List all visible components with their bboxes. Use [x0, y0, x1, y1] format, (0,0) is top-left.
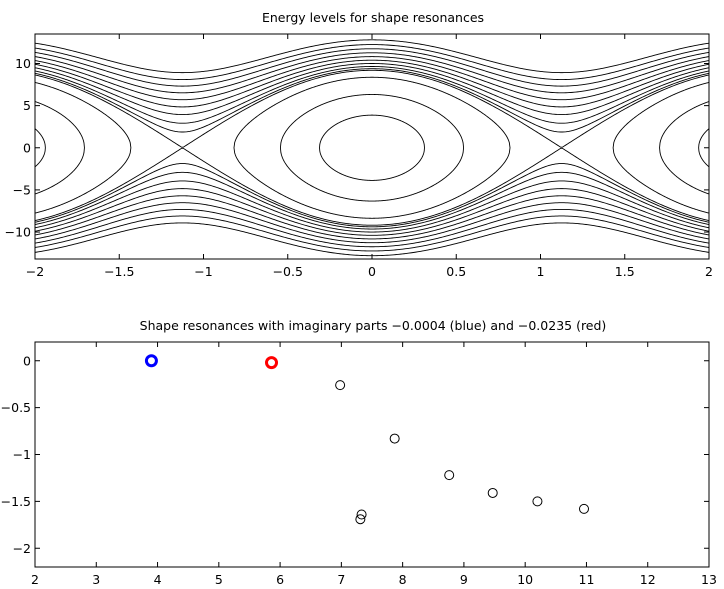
closed-energy-contour: [319, 114, 425, 181]
x-tick-label: 10: [517, 572, 533, 587]
closed-energy-contour: [35, 101, 85, 195]
energy-levels-panel: Energy levels for shape resonances −2 −1.…: [5, 10, 713, 279]
x-tick-label: 11: [579, 572, 595, 587]
x-tick-label: 3: [92, 572, 100, 587]
open-energy-contour: [35, 163, 709, 228]
y-tick-label: −10: [5, 225, 31, 240]
closed-energy-contour: [35, 81, 132, 214]
highlighted-resonance-point: [144, 354, 158, 368]
open-energy-contour: [35, 68, 709, 133]
x-tick-label: 7: [337, 572, 345, 587]
resonances-axes: [34, 341, 710, 568]
x-tick-label: 4: [154, 572, 162, 587]
open-energy-contour: [35, 44, 709, 81]
x-tick-label: 1: [537, 264, 545, 279]
x-tick-label: 9: [460, 572, 468, 587]
x-tick-label: 12: [640, 572, 656, 587]
y-tick-label: −5: [13, 182, 31, 197]
energy-levels-ticks: −2 −1.5 −1 −0.5 0 0.5 1 1.5 2 −10 −5 0 5 10: [5, 34, 713, 279]
x-tick-label: 8: [399, 572, 407, 587]
y-tick-label: −2: [13, 541, 31, 556]
x-tick-label: −2: [26, 264, 44, 279]
y-tick-label: 0: [23, 353, 31, 368]
open-energy-contour: [35, 208, 709, 248]
energy-levels-axes: [34, 33, 710, 260]
y-tick-label: −1: [13, 447, 31, 462]
x-tick-label: 6: [276, 572, 284, 587]
resonances-plot-area: [144, 354, 590, 525]
x-tick-label: 2: [31, 572, 39, 587]
highlighted-resonance-point: [265, 356, 279, 370]
y-tick-label: 10: [15, 56, 31, 71]
resonance-point: [532, 496, 543, 507]
open-energy-contour: [35, 202, 709, 244]
x-tick-label: 1.5: [615, 264, 635, 279]
y-tick-label: 5: [23, 98, 31, 113]
open-energy-contour: [35, 171, 709, 230]
energy-levels-title: Energy levels for shape resonances: [262, 10, 484, 25]
separatrix-contour: [35, 69, 709, 148]
open-energy-contour: [35, 188, 709, 236]
resonance-point: [579, 503, 590, 514]
resonance-point: [389, 433, 400, 444]
open-energy-contour: [35, 63, 709, 116]
resonances-panel: Shape resonances with imaginary parts −0…: [1, 318, 717, 587]
energy-levels-plot-area: [35, 39, 709, 257]
separatrix-contour: [35, 147, 709, 226]
closed-energy-contour: [612, 81, 709, 214]
open-energy-contour: [35, 48, 709, 87]
resonance-point: [355, 514, 366, 525]
resonances-ticks: 2 3 4 5 6 7 8 9 10 11 12 13 0 −0.5 −1 −1.5 −2: [1, 342, 717, 587]
open-energy-contour: [35, 180, 709, 233]
open-energy-contour: [35, 52, 709, 94]
x-tick-label: 0: [368, 264, 376, 279]
x-tick-label: 0.5: [446, 264, 466, 279]
resonance-point: [487, 487, 498, 498]
x-tick-label: −0.5: [273, 264, 303, 279]
y-tick-label: −0.5: [1, 400, 31, 415]
resonance-point: [444, 470, 455, 481]
resonances-title: Shape resonances with imaginary parts −0…: [140, 318, 607, 333]
resonance-point: [356, 509, 367, 520]
x-tick-label: 5: [215, 572, 223, 587]
closed-energy-contour: [279, 94, 465, 202]
open-energy-contour: [35, 195, 709, 240]
open-energy-contour: [35, 59, 709, 108]
x-tick-label: −1: [194, 264, 212, 279]
x-tick-label: 2: [705, 264, 713, 279]
open-energy-contour: [35, 56, 709, 101]
closed-energy-contour: [233, 76, 511, 219]
resonance-point: [335, 380, 346, 391]
open-energy-contour: [35, 66, 709, 124]
open-energy-contour: [35, 215, 709, 252]
y-tick-label: −1.5: [1, 494, 31, 509]
x-tick-label: −1.5: [104, 264, 134, 279]
closed-energy-contour: [35, 128, 46, 168]
x-tick-label: 13: [701, 572, 717, 587]
y-tick-label: 0: [23, 140, 31, 155]
open-energy-contour: [35, 39, 709, 74]
